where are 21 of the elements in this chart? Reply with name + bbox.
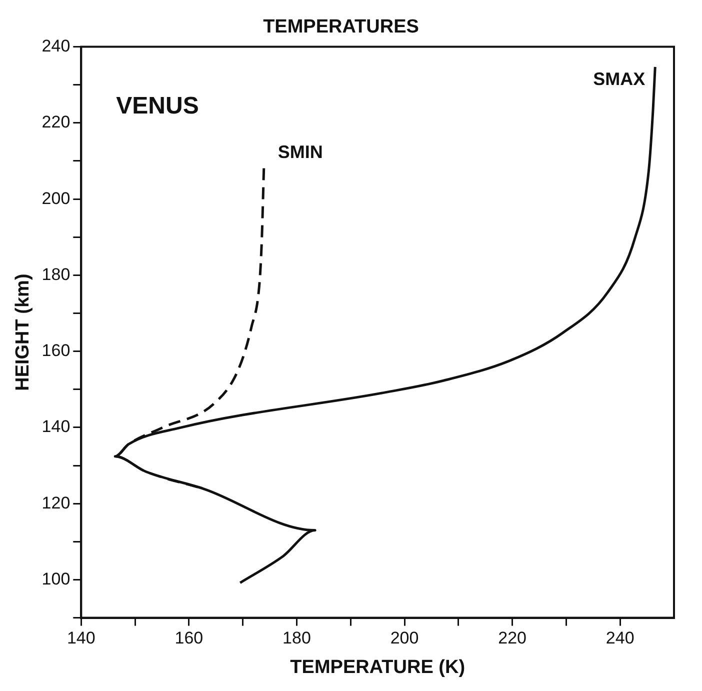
- y-tick-label: 160: [42, 341, 70, 360]
- line-series: [114, 66, 656, 584]
- y-tick-label: 200: [42, 188, 70, 208]
- x-tick-label: 140: [66, 628, 96, 648]
- x-tick-label: 200: [390, 628, 419, 648]
- y-tick-label: 140: [42, 417, 70, 436]
- y-tick-label: 100: [42, 569, 70, 588]
- x-tick-label: 180: [282, 628, 311, 648]
- x-axis-title: TEMPERATURE (K): [290, 656, 466, 678]
- series-label: SMIN: [278, 142, 323, 162]
- x-tick-label: 160: [174, 628, 204, 648]
- y-axis-title: HEIGHT (km): [12, 274, 34, 391]
- y-tick-label: 220: [42, 112, 70, 132]
- y-tick-label: 240: [42, 36, 70, 56]
- y-tick-label: 180: [42, 264, 70, 284]
- series-label: SMAX: [593, 68, 646, 89]
- chart-title: TEMPERATURES: [263, 16, 419, 38]
- x-tick-label: 240: [606, 628, 634, 648]
- x-tick-label: 220: [498, 628, 527, 648]
- y-tick-label: 120: [42, 493, 70, 512]
- annotation: VENUS: [116, 92, 199, 120]
